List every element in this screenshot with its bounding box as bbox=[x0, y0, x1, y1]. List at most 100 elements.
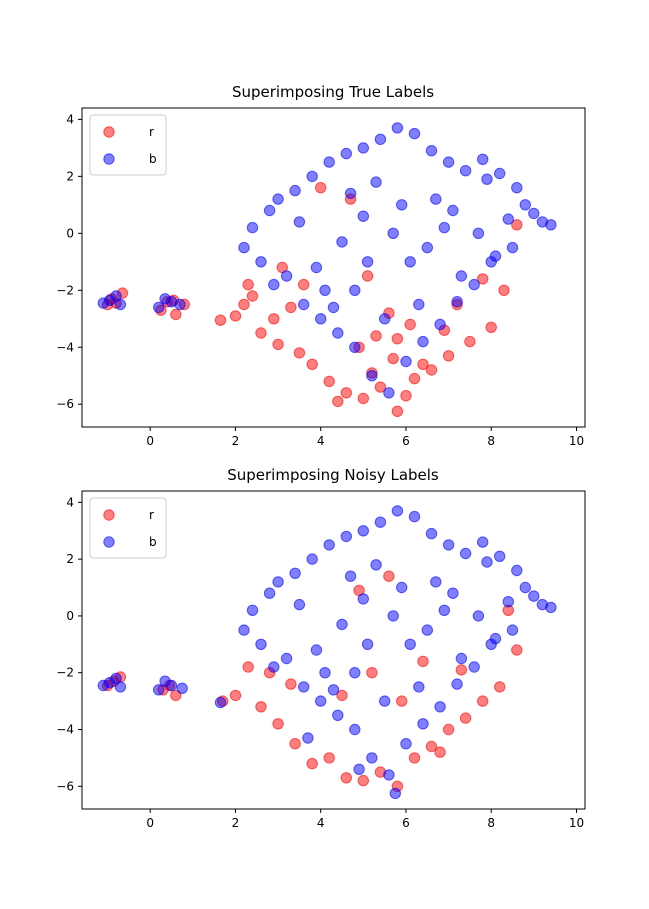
scatter-point-r bbox=[214, 314, 227, 326]
scatter-point-b bbox=[361, 638, 374, 650]
scatter-point-r bbox=[464, 335, 476, 348]
scatter-point-b bbox=[153, 684, 165, 696]
scatter-point-b bbox=[323, 539, 335, 551]
scatter-point-b bbox=[246, 604, 259, 616]
scatter-point-b bbox=[370, 559, 382, 571]
scatter-point-r bbox=[246, 290, 259, 302]
y-tick-label: −2 bbox=[56, 283, 74, 297]
scatter-point-b bbox=[425, 527, 438, 540]
legend-label: r bbox=[149, 125, 154, 139]
scatter-point-b bbox=[502, 596, 514, 608]
scatter-point-b bbox=[319, 284, 331, 296]
scatter-point-b bbox=[447, 587, 459, 599]
scatter-point-b bbox=[263, 204, 276, 217]
scatter-point-b bbox=[545, 601, 557, 614]
scatter-point-b bbox=[214, 696, 227, 709]
scatter-point-b bbox=[263, 587, 276, 599]
scatter-point-b bbox=[391, 505, 404, 517]
scatter-point-b bbox=[528, 207, 540, 220]
scatter-point-b bbox=[353, 763, 365, 775]
scatter-point-b bbox=[344, 187, 357, 200]
y-tick-label: −2 bbox=[56, 666, 74, 680]
scatter-point-b bbox=[468, 278, 480, 291]
scatter-point-r bbox=[340, 772, 352, 784]
scatter-point-b bbox=[379, 313, 391, 325]
scatter-point-b bbox=[438, 604, 450, 616]
scatter-point-r bbox=[494, 681, 506, 693]
scatter-point-r bbox=[425, 740, 438, 753]
legend-marker-b bbox=[103, 153, 115, 165]
scatter-point-b bbox=[451, 296, 463, 308]
scatter-point-b bbox=[389, 787, 401, 800]
scatter-point-r bbox=[272, 718, 284, 730]
scatter-point-r bbox=[285, 678, 297, 690]
scatter-point-r bbox=[485, 321, 497, 333]
scatter-point-b bbox=[387, 610, 399, 622]
scatter-point-b bbox=[255, 256, 267, 268]
scatter-point-b bbox=[459, 165, 472, 177]
scatter-point-b bbox=[332, 327, 344, 339]
scatter-point-b bbox=[417, 718, 429, 730]
legend-box bbox=[89, 497, 167, 559]
scatter-point-r bbox=[298, 278, 310, 291]
scatter-point-r bbox=[434, 746, 446, 758]
scatter-point-r bbox=[357, 392, 369, 405]
scatter-point-b bbox=[255, 638, 267, 650]
scatter-point-b bbox=[430, 193, 442, 205]
scatter-point-b bbox=[434, 318, 446, 331]
scatter-point-r bbox=[391, 405, 404, 417]
x-tick-label: 10 bbox=[569, 816, 584, 830]
y-tick-label: 0 bbox=[66, 226, 74, 240]
scatter-point-b bbox=[396, 581, 408, 594]
y-tick-label: −6 bbox=[56, 397, 74, 411]
scatter-point-b bbox=[400, 738, 412, 750]
scatter-point-b bbox=[289, 184, 301, 197]
scatter-point-b bbox=[306, 553, 318, 565]
scatter-point-b bbox=[268, 661, 280, 673]
scatter-point-r bbox=[383, 570, 395, 582]
scatter-point-r bbox=[417, 358, 429, 370]
scatter-point-r bbox=[391, 333, 404, 345]
legend-marker-r bbox=[103, 509, 115, 521]
scatter-point-b bbox=[357, 593, 369, 605]
scatter-point-b bbox=[451, 678, 463, 690]
scatter-point-r bbox=[396, 695, 408, 707]
scatter-point-r bbox=[306, 358, 318, 370]
scatter-point-b bbox=[310, 261, 323, 274]
scatter-point-r bbox=[459, 712, 472, 724]
scatter-point-b bbox=[519, 199, 531, 211]
scatter-point-b bbox=[268, 278, 280, 291]
y-tick-label: −4 bbox=[56, 723, 74, 737]
scatter-point-r bbox=[366, 667, 378, 679]
scatter-point-b bbox=[413, 298, 425, 311]
scatter-point-r bbox=[255, 327, 267, 339]
scatter-point-r bbox=[408, 752, 421, 764]
scatter-point-b bbox=[472, 610, 485, 622]
scatter-point-b bbox=[421, 241, 433, 254]
x-tick-label: 0 bbox=[146, 434, 154, 448]
scatter-point-b bbox=[315, 695, 327, 707]
scatter-point-r bbox=[370, 330, 382, 342]
scatter-point-r bbox=[289, 738, 301, 750]
scatter-point-r bbox=[306, 757, 318, 770]
scatter-point-r bbox=[285, 301, 297, 314]
scatter-point-b bbox=[289, 567, 301, 579]
y-tick-label: 4 bbox=[66, 495, 74, 509]
scatter-point-r bbox=[408, 372, 421, 385]
scatter-point-b bbox=[153, 301, 165, 314]
scatter-point-b bbox=[340, 530, 352, 543]
scatter-point-r bbox=[340, 387, 352, 399]
scatter-point-b bbox=[280, 652, 293, 665]
scatter-point-b bbox=[404, 256, 416, 268]
scatter-point-b bbox=[366, 752, 378, 764]
legend-box bbox=[89, 114, 167, 176]
scatter-point-r bbox=[242, 661, 254, 673]
scatter-point-b bbox=[472, 227, 485, 240]
scatter-point-b bbox=[425, 145, 438, 157]
scatter-point-r bbox=[229, 310, 242, 322]
scatter-point-b bbox=[374, 516, 387, 528]
legend-label: r bbox=[149, 508, 154, 522]
scatter-point-b bbox=[447, 204, 459, 217]
x-tick-label: 2 bbox=[232, 434, 240, 448]
scatter-point-b bbox=[315, 313, 327, 325]
